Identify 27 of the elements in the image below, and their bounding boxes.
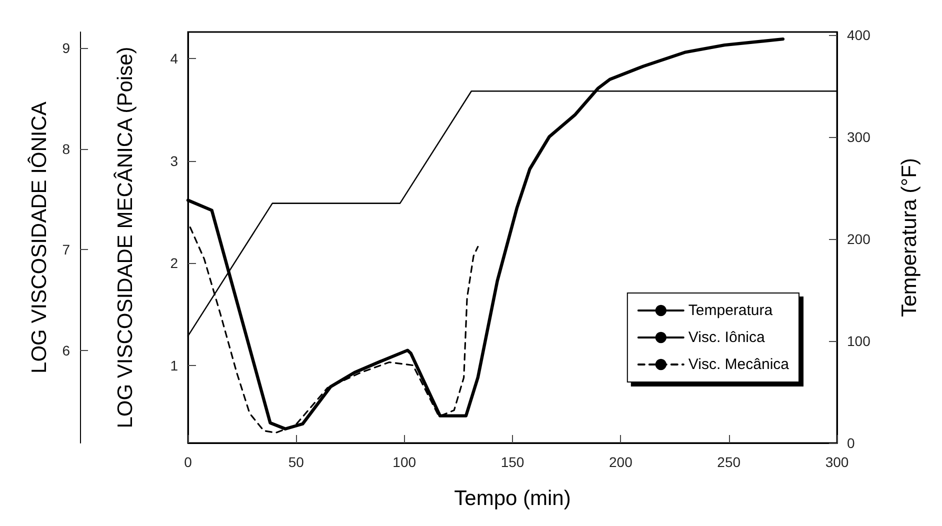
y-tick-label: 4 xyxy=(170,50,178,67)
y2-tick-label: 400 xyxy=(847,27,871,44)
y-tick-label: 2 xyxy=(170,255,178,272)
y2-tick-label: 300 xyxy=(847,129,871,146)
legend-label: Temperatura xyxy=(688,302,774,319)
y2-tick-label: 200 xyxy=(847,231,871,248)
legend-label: Visc. Mecânica xyxy=(688,356,790,373)
y2-axis-title: Temperatura (°F) xyxy=(898,158,921,317)
y2-tick-label: 0 xyxy=(847,435,855,451)
y3-tick-label: 7 xyxy=(62,242,70,258)
y2-tick-label: 100 xyxy=(847,333,871,350)
y-tick-label: 3 xyxy=(170,152,178,169)
y-tick-label: 1 xyxy=(170,357,178,374)
y3-tick-label: 6 xyxy=(62,342,70,358)
y-axis-title: LOG VISCOSIDADE MECÂNICA (Poise) xyxy=(113,46,137,428)
x-tick-label: 250 xyxy=(717,454,741,470)
x-tick-label: 150 xyxy=(500,454,524,470)
x-tick-label: 0 xyxy=(184,454,192,470)
y3-tick-label: 9 xyxy=(62,40,70,56)
x-tick-label: 100 xyxy=(392,454,416,470)
legend-label: Visc. Iônica xyxy=(688,329,766,346)
x-tick-label: 200 xyxy=(608,454,633,470)
y3-tick-label: 8 xyxy=(62,140,70,157)
x-axis-title: Tempo (min) xyxy=(454,487,571,510)
x-tick-label: 50 xyxy=(288,454,304,470)
x-tick-label: 300 xyxy=(825,454,849,470)
y3-axis-title: LOG VISCOSIDADE IÔNICA xyxy=(27,102,51,374)
